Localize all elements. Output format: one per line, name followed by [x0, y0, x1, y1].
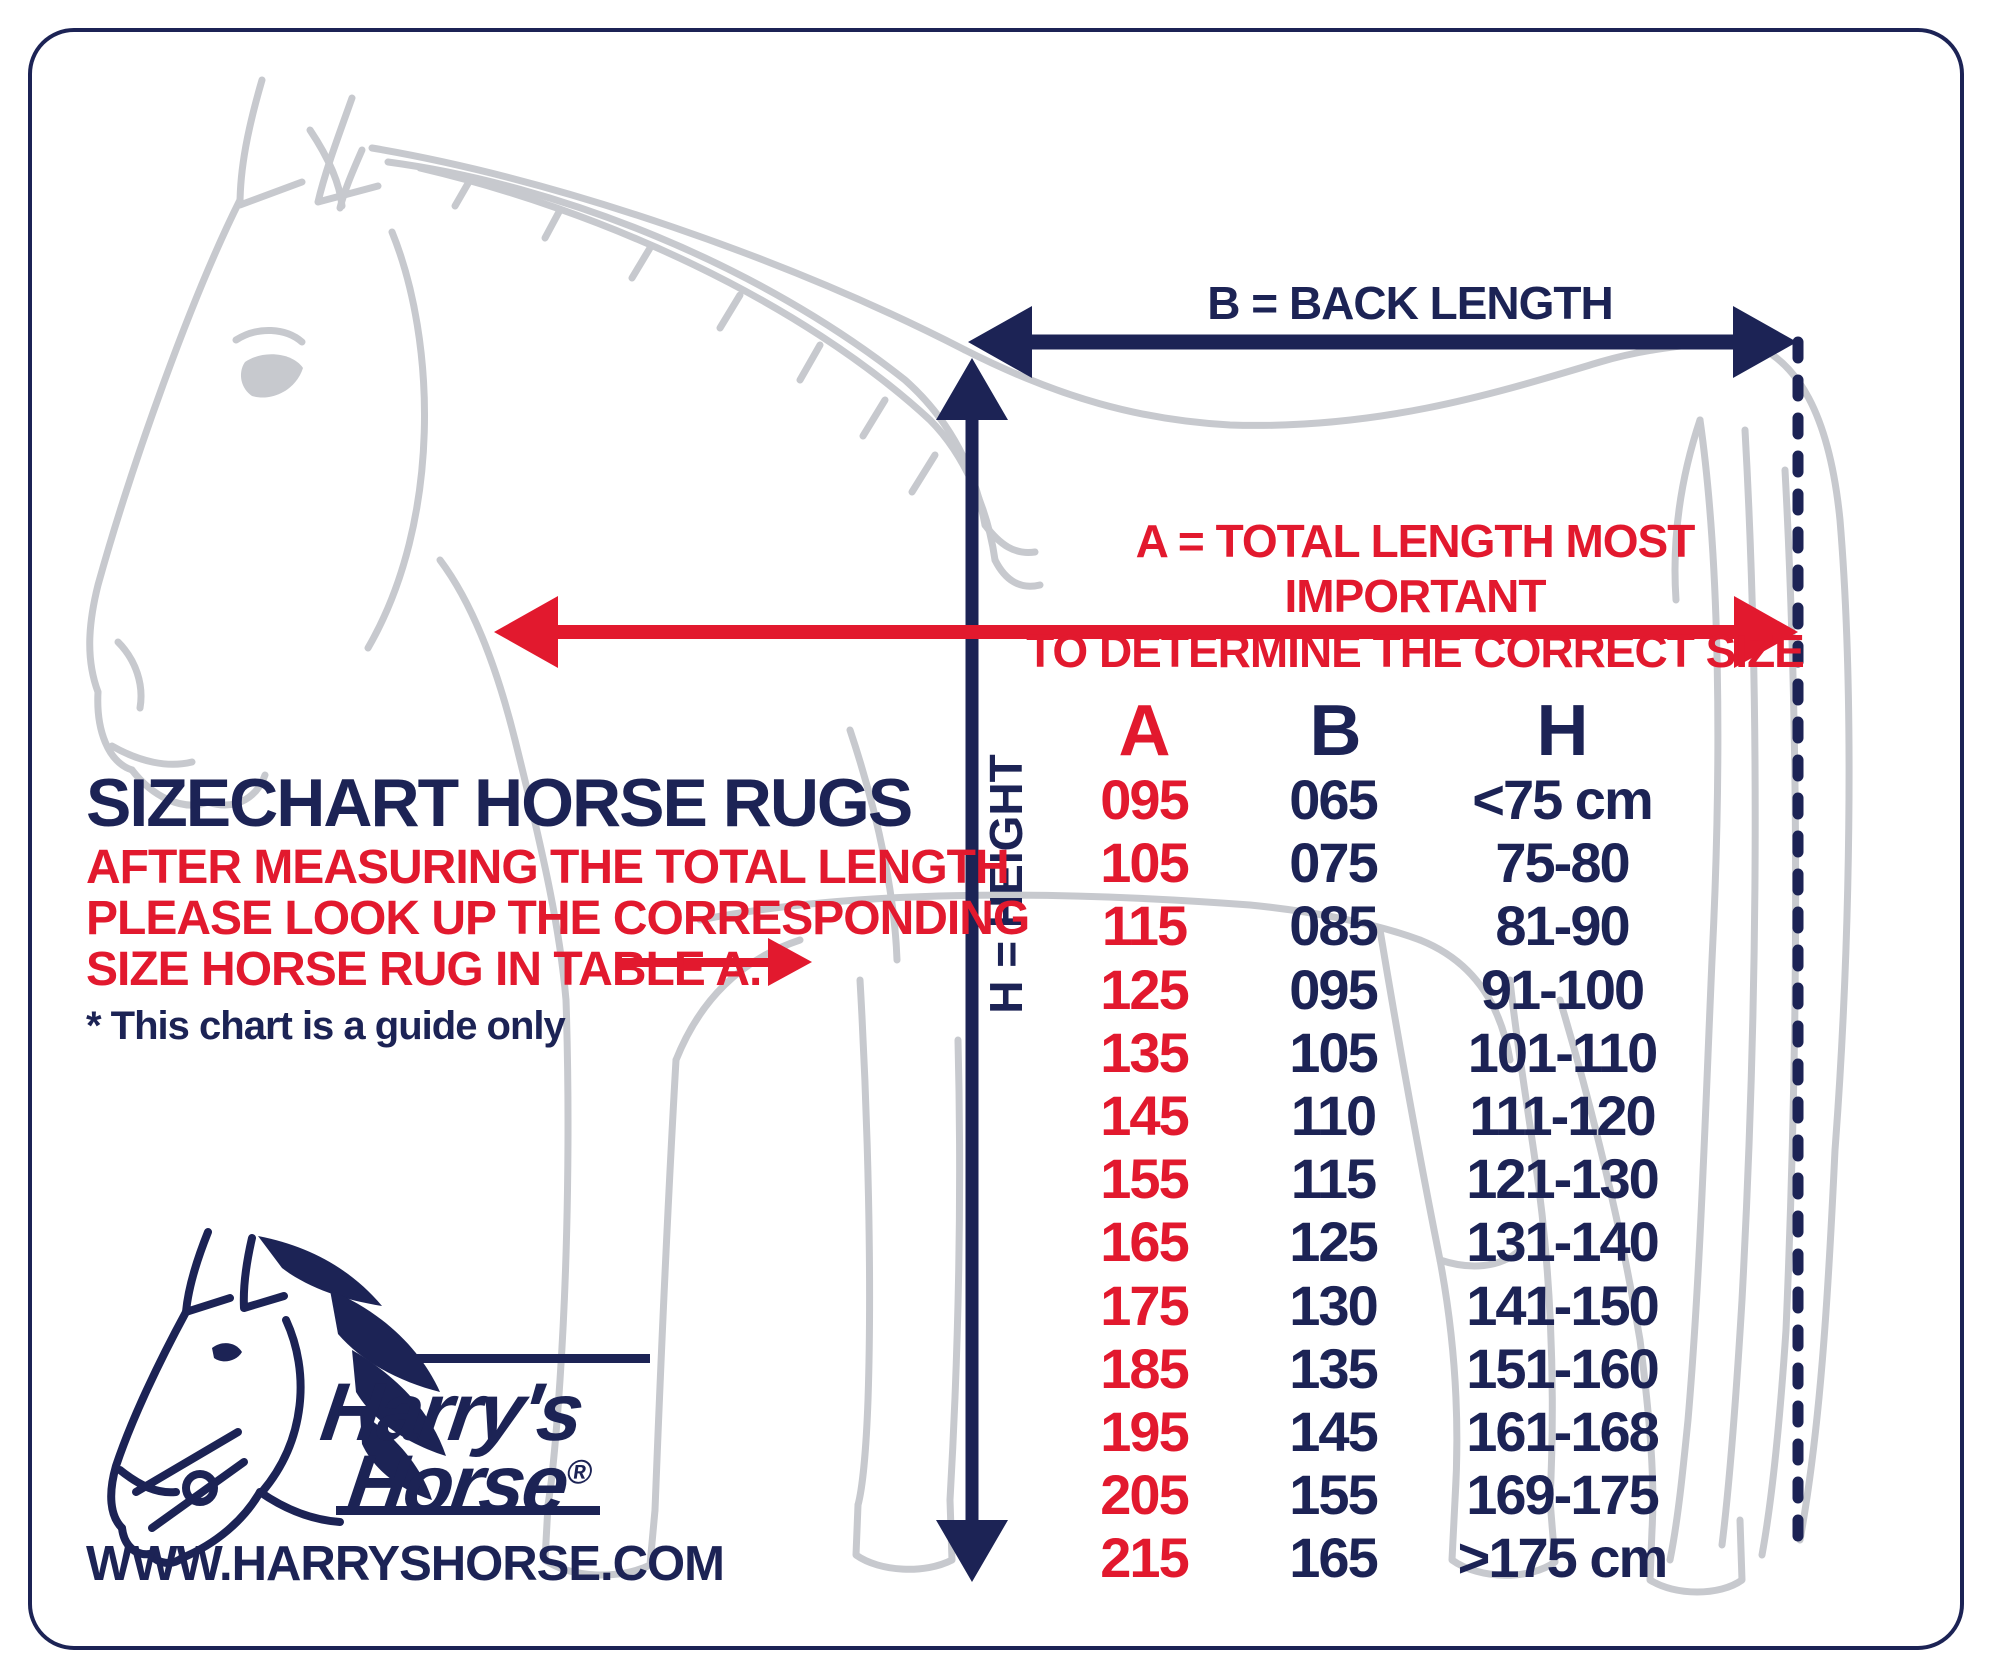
- table-cell-b: 130: [1289, 1273, 1378, 1337]
- table-cell-a: 195: [1100, 1399, 1189, 1463]
- table-cell-b: 135: [1289, 1336, 1378, 1400]
- table-cell-a: 105: [1100, 831, 1189, 895]
- table-cell-a: 175: [1100, 1273, 1189, 1337]
- table-cell-h: >175 cm: [1457, 1526, 1669, 1590]
- table-cell-a: 135: [1100, 1020, 1189, 1084]
- table-cell-h: 81-90: [1495, 894, 1630, 958]
- table-cell-h: 169-175: [1466, 1463, 1660, 1527]
- instruction-line2: PLEASE LOOK UP THE CORRESPONDING: [86, 892, 1030, 945]
- table-cell-h: 75-80: [1495, 831, 1630, 895]
- guide-note: * This chart is a guide only: [86, 1004, 566, 1048]
- a-arrow-label-line2: TO DETERMINE THE CORRECT SIZE: [1026, 625, 1805, 677]
- table-cell-a: 145: [1100, 1083, 1189, 1147]
- table-cell-b: 065: [1289, 768, 1378, 831]
- instruction-line1: AFTER MEASURING THE TOTAL LENGTH: [86, 841, 1010, 894]
- table-cell-h: 91-100: [1480, 957, 1645, 1021]
- table-cell-a: 125: [1100, 957, 1189, 1021]
- table-header-h: H: [1536, 691, 1589, 771]
- a-arrow-label-line1: A = TOTAL LENGTH MOST IMPORTANT: [1135, 515, 1696, 622]
- logo-rule-top: [396, 1354, 650, 1363]
- table-cell-b: 105: [1289, 1020, 1378, 1084]
- table-cell-h: 101-110: [1467, 1020, 1658, 1084]
- h-arrow: [936, 358, 1008, 1582]
- table-cell-b: 145: [1289, 1399, 1378, 1463]
- card-border: [28, 28, 1964, 1650]
- registered-trademark-symbol: ®: [564, 1453, 595, 1492]
- table-cell-b: 075: [1289, 831, 1378, 895]
- logo-wordmark-horse: Horse: [341, 1439, 572, 1530]
- instruction-line3: SIZE HORSE RUG IN TABLE A.: [86, 943, 762, 996]
- table-cell-a: 165: [1100, 1210, 1189, 1274]
- table-cell-a: 095: [1100, 768, 1189, 831]
- table-cell-b: 125: [1289, 1210, 1378, 1274]
- table-column-a: 095 105 115 125 135 145 155 165 175 185 195 205 215: [1044, 768, 1244, 1590]
- table-cell-a: 155: [1100, 1147, 1189, 1211]
- table-cell-h: 151-160: [1466, 1336, 1660, 1400]
- table-cell-b: 165: [1289, 1526, 1378, 1590]
- table-cell-a: 205: [1100, 1463, 1189, 1527]
- table-cell-b: 155: [1289, 1463, 1378, 1527]
- table-cell-b: 095: [1289, 957, 1378, 1021]
- instruction-arrow: [622, 938, 812, 986]
- page-title: SIZECHART HORSE RUGS: [86, 765, 913, 841]
- table-column-h: <75 cm 75-80 81-90 91-100 101-110 111-120 121-…: [1437, 768, 1687, 1590]
- table-column-b: 065 075 085 095 105 110 115 125 130 135 145 155 165: [1233, 768, 1433, 1590]
- table-header-a: A: [1118, 691, 1171, 771]
- b-arrow: [968, 306, 1797, 378]
- table-cell-h: <75 cm: [1472, 768, 1654, 831]
- a-arrow: [494, 596, 1798, 668]
- table-cell-h: 121-130: [1466, 1147, 1660, 1211]
- logo-wordmark-line2: Horse®: [341, 1438, 597, 1532]
- table-cell-a: 185: [1100, 1336, 1189, 1400]
- table-cell-a: 115: [1101, 894, 1188, 958]
- horse-body-outline: [436, 336, 1746, 1596]
- table-header-b: B: [1309, 691, 1362, 771]
- table-cell-b: 085: [1289, 894, 1378, 958]
- logo-rule-bottom: [336, 1506, 600, 1515]
- instruction-text: AFTER MEASURING THE TOTAL LENGTH PLEASE …: [86, 841, 1030, 996]
- table-cell-a: 215: [1100, 1526, 1189, 1590]
- table-cell-h: 131-140: [1466, 1210, 1660, 1274]
- table-cell-h: 141-150: [1466, 1273, 1660, 1337]
- table-cell-b: 115: [1290, 1147, 1377, 1211]
- horse-head-outline: [86, 76, 429, 809]
- table-cell-b: 110: [1290, 1083, 1377, 1147]
- logo-horse-head-icon: [107, 1228, 446, 1567]
- website-url: WWW.HARRYSHORSE.COM: [86, 1537, 725, 1591]
- table-cell-h: 111-120: [1469, 1083, 1656, 1147]
- a-arrow-label: A = TOTAL LENGTH MOST IMPORTANT TO DETER…: [1000, 514, 1830, 679]
- table-cell-h: 161-168: [1466, 1399, 1660, 1463]
- horse-neck-mane-outline: [368, 144, 1044, 590]
- b-arrow-label: B = BACK LENGTH: [1207, 277, 1613, 329]
